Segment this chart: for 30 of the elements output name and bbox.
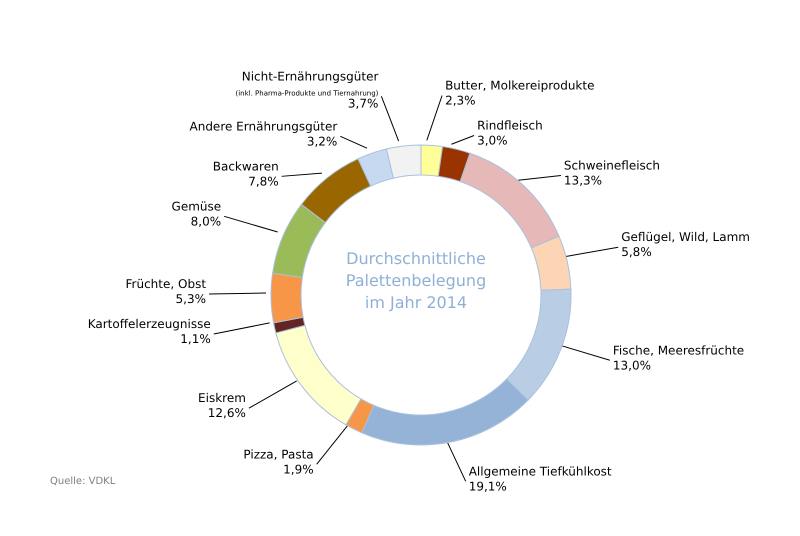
slice-label: Fische, Meeresfrüchte [612,343,744,358]
slice-label: Kartoffelerzeugnisse [88,316,211,331]
slice-label: Geflügel, Wild, Lamm [621,230,750,244]
source-note: Quelle: VDKL [50,476,116,487]
slice-label: Früchte, Obst [126,276,206,291]
slice-label: Gemüse [172,199,222,214]
data-label: 19,1% [468,479,507,494]
slice-label: Schweinefleisch [564,158,660,173]
data-label: 2,3% [445,94,476,108]
slice-label: Backwaren [212,159,279,174]
data-label: 8,0% [190,214,222,228]
data-label: 12,6% [208,406,246,420]
data-label: 5,3% [176,292,206,306]
slice-label: Butter, Molkereiprodukte [445,78,594,93]
data-label: 13,0% [612,358,652,372]
data-label: 1,1% [180,332,211,346]
slice-label: Pizza, Pasta [243,447,314,462]
data-label: 3,0% [477,134,508,148]
slice-label: Allgemeine Tiefkühlkost [468,464,612,478]
data-label: 5,8% [621,245,652,260]
slice-label: Nicht-Ernährungsgüter [242,69,378,84]
text: Durchschnittliche Palettenbelegung im Jahr 2014 [344,248,488,314]
slice-label: Andere Ernährungsgüter [190,119,338,134]
data-label: 3,7% [348,96,378,110]
data-label: 7,8% [248,174,279,188]
data-label: 3,2% [306,134,338,148]
slice-label: Rindfleisch [477,118,543,133]
data-label: 1,9% [283,462,314,476]
data-label: 13,3% [564,174,602,188]
slice-label: Eiskrem [198,391,246,406]
